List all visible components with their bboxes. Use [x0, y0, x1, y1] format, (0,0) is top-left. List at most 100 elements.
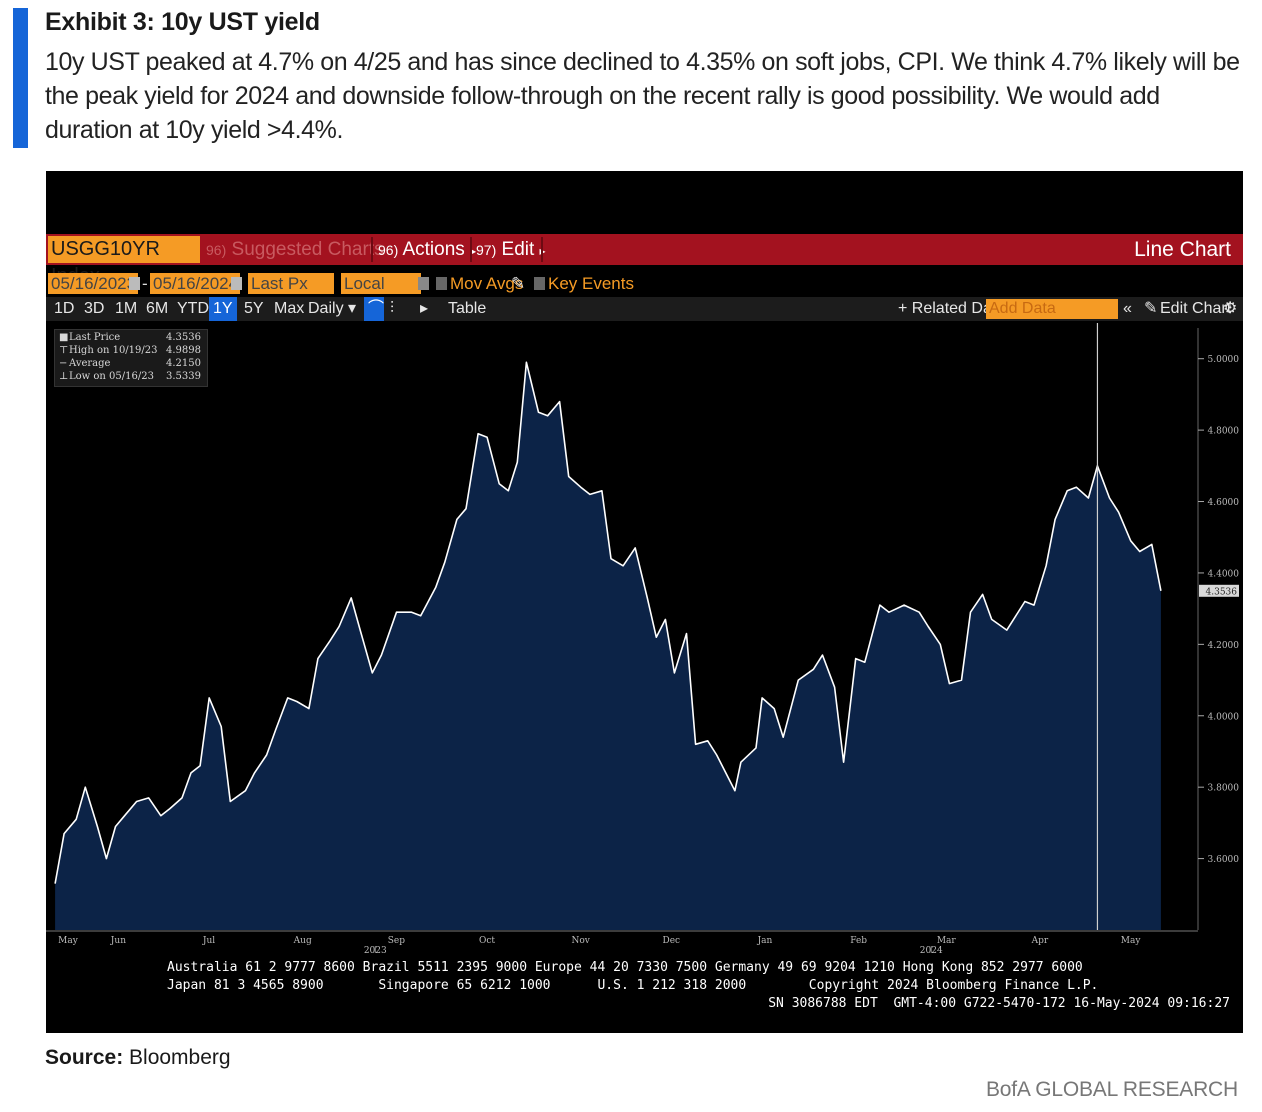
actions-label: Actions: [402, 239, 465, 260]
gear-icon[interactable]: ⚙: [1223, 300, 1238, 317]
legend-square-icon: ■: [59, 332, 69, 343]
frequency-label: Daily: [308, 300, 344, 317]
x-tick-label: Mar: [937, 936, 957, 946]
legend-value: 3.5339: [166, 371, 201, 382]
mov-avgs-checkbox[interactable]: [436, 277, 447, 290]
source-text: Bloomberg: [123, 1046, 231, 1069]
ticker-field[interactable]: USGG10YR Index: [48, 236, 200, 287]
x-tick-label: Sep: [388, 936, 405, 946]
bloomberg-chart-panel: USGG10YR Index 96) Suggested Charts 96) …: [46, 171, 1243, 1033]
chart-type-label: Line Chart: [1134, 238, 1231, 261]
frequency-selector[interactable]: Daily ▾: [308, 297, 356, 321]
y-tick-label: 3.8000: [1208, 784, 1240, 794]
table-button[interactable]: Table: [448, 300, 487, 317]
source-note: Source: Bloomberg: [45, 1046, 231, 1070]
source-label: Source:: [45, 1046, 124, 1069]
candlestick-icon[interactable]: ⫶: [390, 300, 395, 317]
y-tick-label: 4.0000: [1208, 712, 1240, 722]
legend-row-high: ⊤High on 10/19/23 4.9898: [59, 344, 205, 357]
frequency-caret-icon: ▾: [348, 300, 357, 317]
end-date-field[interactable]: 05/16/2024: [150, 273, 240, 294]
key-events-checkbox[interactable]: [534, 277, 545, 290]
actions-caret-icon: ▸: [470, 244, 477, 258]
key-events-label[interactable]: Key Events: [548, 274, 634, 293]
edit-label: Edit: [501, 239, 535, 260]
suggested-charts-number: 96): [206, 242, 227, 258]
suggested-charts-label: Suggested Charts: [231, 239, 384, 260]
edit-chart-button[interactable]: Edit Chart: [1160, 300, 1232, 317]
mov-avgs-label[interactable]: Mov Avgs: [450, 274, 524, 293]
range-6m[interactable]: 6M: [146, 300, 169, 317]
legend-value: 4.2150: [166, 358, 201, 369]
related-data-button[interactable]: + Related Dat: [898, 300, 997, 317]
actions-number: 96): [378, 242, 399, 258]
x-tick-label: May: [1121, 936, 1142, 946]
x-tick-label: Oct: [479, 936, 495, 946]
pencil-icon[interactable]: ✎: [511, 274, 526, 293]
start-date-field[interactable]: 05/16/2023: [48, 273, 138, 294]
footer-phone-line-2: Japan 81 3 4565 8900 Singapore 65 6212 1…: [167, 978, 1099, 993]
x-year-label: 2023: [364, 946, 387, 956]
menu-divider: [541, 237, 543, 262]
legend-label: Last Price: [69, 332, 121, 343]
legend-label: High on 10/19/23: [69, 345, 158, 356]
actions-menu[interactable]: 96) Actions ▸: [378, 234, 476, 265]
legend-value: 4.9898: [166, 345, 201, 356]
legend-value: 4.3536: [166, 332, 201, 343]
range-1d[interactable]: 1D: [54, 300, 75, 317]
y-tick-label: 4.8000: [1208, 427, 1240, 437]
last-value-label: 4.3536: [1206, 587, 1238, 597]
y-tick-label: 5.0000: [1208, 355, 1240, 365]
x-tick-label: Jun: [110, 936, 126, 946]
pencil-icon[interactable]: ✎: [1144, 300, 1158, 317]
legend-row-last-price: ■Last Price 4.3536: [59, 331, 205, 344]
x-tick-label: May: [58, 936, 79, 946]
x-tick-label: Feb: [850, 936, 867, 946]
exhibit-title: Exhibit 3: 10y UST yield: [45, 8, 320, 36]
line-chart-icon[interactable]: ⌒: [364, 297, 384, 321]
footer-phone-line-1: Australia 61 2 9777 8600 Brazil 5511 239…: [167, 960, 1083, 975]
menu-divider: [371, 237, 373, 262]
edit-number: 97): [476, 242, 497, 258]
legend-high-icon: ⊤: [59, 345, 69, 356]
x-tick-label: Jan: [757, 936, 773, 946]
legend-row-low: ⊥Low on 05/16/23 3.5339: [59, 370, 205, 383]
x-tick-label: Dec: [663, 936, 681, 946]
x-tick-label: Jul: [202, 936, 215, 946]
legend-average-icon: −: [59, 358, 68, 369]
x-tick-label: Apr: [1031, 936, 1049, 946]
legend-label: Low on 05/16/23: [69, 371, 154, 382]
y-tick-label: 4.2000: [1208, 641, 1240, 651]
footer-serial-line: SN 3086788 EDT GMT-4:00 G722-5470-172 16…: [768, 996, 1230, 1011]
brand-label: BofA GLOBAL RESEARCH: [986, 1078, 1238, 1101]
chart-legend: ■Last Price 4.3536 ⊤High on 10/19/23 4.989…: [54, 329, 208, 387]
x-tick-label: Aug: [293, 936, 312, 946]
calendar-icon[interactable]: [129, 277, 140, 290]
legend-low-icon: ⊥: [59, 371, 69, 382]
calendar-icon[interactable]: [231, 277, 242, 290]
add-data-field[interactable]: Add Data: [986, 299, 1118, 319]
x-tick-label: Nov: [571, 936, 590, 946]
range-bar: 1D 3D 1M 6M YTD 1Y 5Y Max Daily ▾ ⌒ ⫶ ▸ …: [46, 297, 1243, 321]
range-ytd[interactable]: YTD: [177, 300, 209, 317]
range-5y[interactable]: 5Y: [244, 300, 264, 317]
suggested-charts-menu[interactable]: 96) Suggested Charts: [206, 234, 384, 265]
collapse-icon[interactable]: «: [1123, 300, 1132, 317]
range-3d[interactable]: 3D: [84, 300, 105, 317]
dropdown-icon[interactable]: [418, 277, 429, 290]
yield-area: [55, 362, 1161, 930]
menu-divider: [470, 237, 472, 262]
chart-style-caret-icon[interactable]: ▸: [420, 300, 429, 317]
range-max[interactable]: Max: [274, 300, 305, 317]
field-selector[interactable]: Last Px: [248, 273, 334, 294]
y-tick-label: 3.6000: [1208, 855, 1240, 865]
range-1y[interactable]: 1Y: [209, 297, 237, 321]
last-value-tag: [1199, 584, 1239, 597]
menu-bar: USGG10YR Index 96) Suggested Charts 96) …: [46, 234, 1243, 287]
date-separator: -: [142, 274, 148, 293]
range-1m[interactable]: 1M: [115, 300, 138, 317]
y-tick-label: 4.4000: [1208, 569, 1240, 579]
accent-bar: [13, 8, 28, 148]
legend-row-average: − Average 4.2150: [59, 357, 205, 370]
legend-label: Average: [69, 358, 111, 369]
